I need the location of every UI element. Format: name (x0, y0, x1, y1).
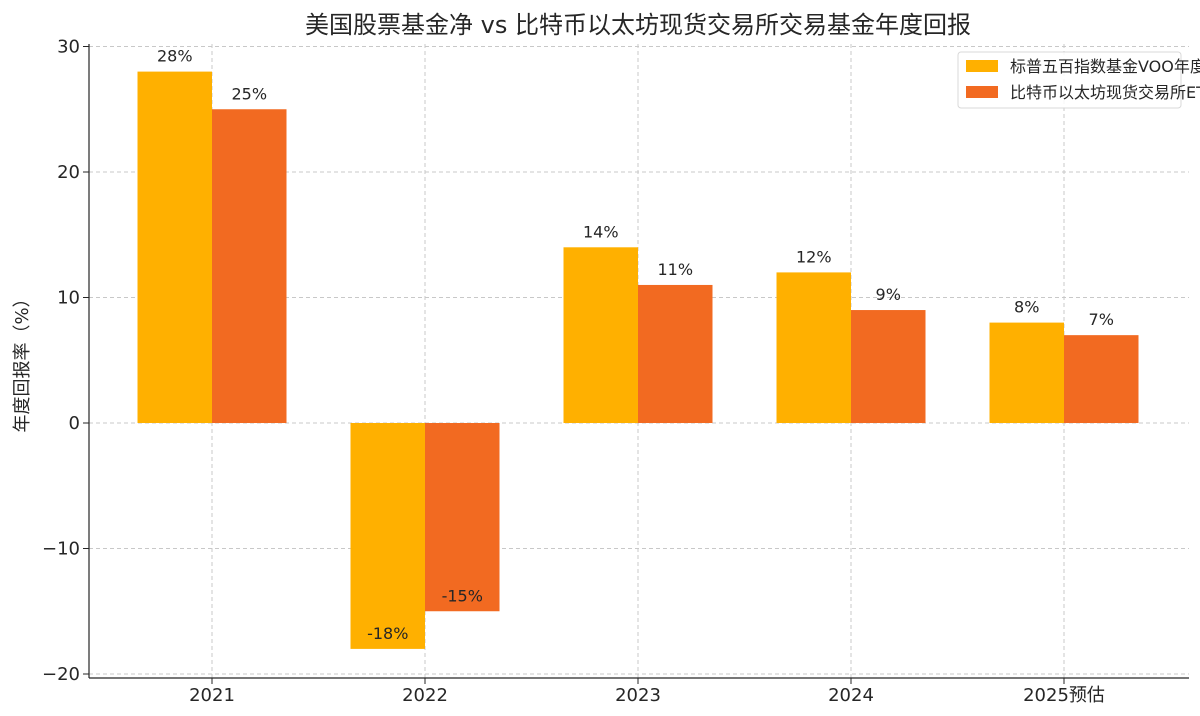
bar-value-label: 14% (583, 222, 619, 241)
y-tick-label: −10 (42, 539, 80, 560)
legend-swatch (966, 60, 998, 72)
x-tick-label: 2024 (828, 685, 874, 706)
legend: 标普五百指数基金VOO年度回报比特币以太坊现货交易所ETF年回报 (957, 51, 1200, 109)
bar (137, 71, 212, 423)
axes: 30 20 10 0 −10 −20 2021 2022 2023 2024 2025预估 (42, 37, 1189, 706)
bar-value-label: 11% (657, 260, 693, 279)
bar (638, 284, 713, 423)
chart-title: 美国股票基金净 vs 比特币以太坊现货交易所交易基金年度回报 (305, 11, 971, 39)
bar (425, 423, 500, 612)
legend-box (957, 51, 1182, 109)
bar (989, 322, 1064, 423)
y-tick-label: −20 (42, 664, 80, 685)
bar (1064, 335, 1139, 423)
legend-label: 比特币以太坊现货交易所ETF年回报 (1010, 83, 1200, 102)
bar-value-label: 12% (796, 247, 832, 266)
x-tick-label: 2023 (615, 685, 661, 706)
bar (350, 423, 425, 649)
legend-label: 标普五百指数基金VOO年度回报 (1010, 57, 1200, 76)
x-tick-label: 2025预估 (1023, 685, 1105, 706)
bar (212, 109, 287, 423)
bar-value-label: 28% (157, 47, 193, 66)
bar-value-label: -18% (367, 624, 408, 643)
y-axis-title: 年度回报率（%） (12, 289, 33, 432)
y-tick-label: 10 (57, 288, 80, 309)
bar-value-label: 9% (876, 285, 901, 304)
bar (563, 247, 638, 423)
bar-value-label: 8% (1014, 298, 1039, 317)
y-tick-label: 0 (69, 413, 80, 434)
x-tick-label: 2021 (189, 685, 235, 706)
y-tick-label: 20 (57, 162, 80, 183)
bar (776, 272, 851, 423)
data-labels: 28% -18% 14% 12% 8% 25% -15% 11% 9% 7% (157, 47, 1114, 643)
x-tick-label: 2022 (402, 685, 448, 706)
legend-swatch (966, 86, 998, 98)
bar-value-label: -15% (442, 586, 483, 605)
bar-value-label: 25% (231, 84, 267, 103)
bar (851, 310, 926, 423)
bar-value-label: 7% (1089, 310, 1114, 329)
bars (137, 71, 1139, 649)
y-tick-label: 30 (57, 37, 80, 58)
